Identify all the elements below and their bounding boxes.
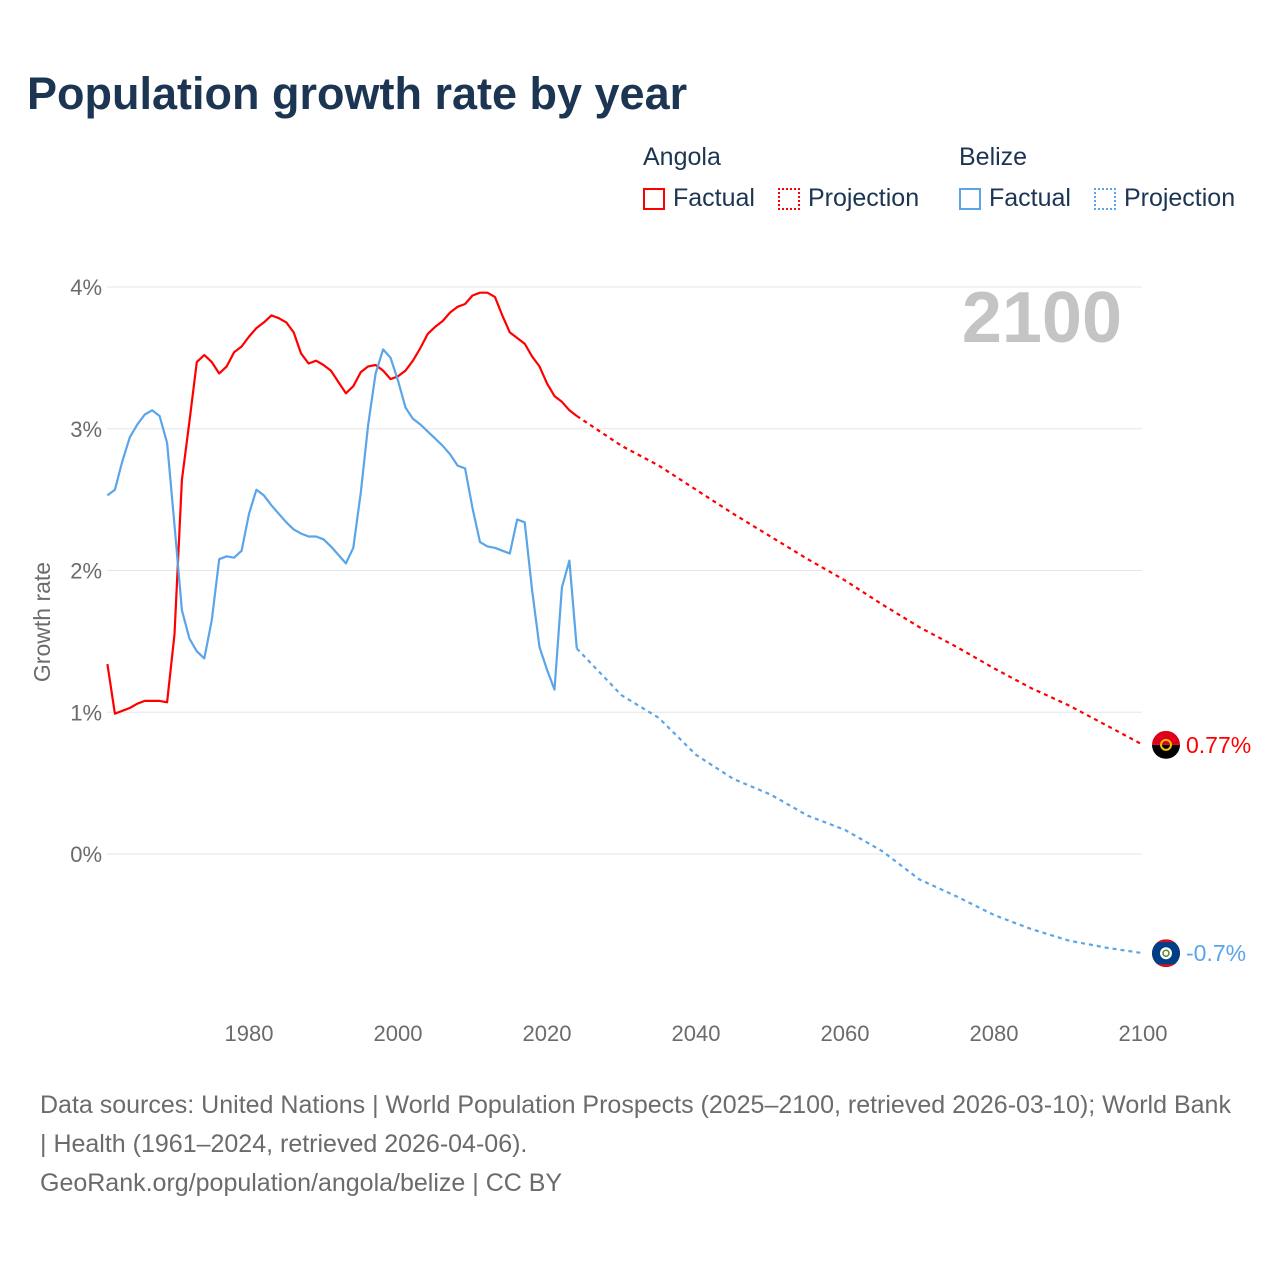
- legend-swatch-dotted: [1093, 187, 1116, 210]
- angola-flag-icon: [1152, 730, 1180, 759]
- legend-label: Factual: [989, 184, 1071, 212]
- angola-projection-line: [576, 415, 1144, 746]
- x-tick-label: 2100: [1119, 1021, 1168, 1046]
- flag-stripe-red: [1152, 730, 1180, 745]
- angola-factual-line: [106, 291, 578, 715]
- x-tick-label: 2000: [374, 1021, 423, 1046]
- page-title: Population growth rate by year: [27, 68, 688, 119]
- y-tick-label: 3%: [70, 417, 102, 442]
- y-tick-label: 0%: [70, 842, 102, 867]
- legend-angola: Angola Factual Projection: [643, 143, 935, 217]
- legend-label: Projection: [807, 184, 920, 212]
- end-value-label: -0.7%: [1186, 940, 1246, 966]
- legend-label: Projection: [1123, 184, 1236, 212]
- y-tick-label: 4%: [70, 275, 102, 300]
- legend-belize: Belize Factual Projection: [959, 143, 1251, 217]
- flag-emblem: [1160, 738, 1172, 751]
- legend-angola-projection[interactable]: Projection: [777, 184, 920, 213]
- y-tick-label: 1%: [70, 700, 102, 725]
- legend-swatch-dotted: [777, 187, 800, 210]
- legend-angola-factual[interactable]: Factual: [643, 184, 755, 213]
- year-indicator: 2100: [962, 278, 1122, 358]
- flag-disc: [1160, 947, 1172, 960]
- x-tick-label: 2020: [523, 1021, 572, 1046]
- footer: Data sources: United Nations | World Pop…: [40, 1086, 1240, 1203]
- x-tick-label: 2040: [672, 1021, 721, 1046]
- end-value-label: 0.77%: [1186, 732, 1251, 758]
- x-tick-label: 2080: [970, 1021, 1019, 1046]
- legend-belize-factual[interactable]: Factual: [959, 184, 1071, 213]
- legend-country-name: Belize: [959, 143, 1028, 171]
- legend-swatch-solid: [959, 187, 981, 210]
- legend-swatch-solid: [643, 187, 665, 210]
- flag-stripe-black: [1152, 744, 1180, 759]
- data-sources: Data sources: United Nations | World Pop…: [40, 1091, 1231, 1158]
- flag-body: [1152, 939, 1180, 968]
- flag-emblem: [1162, 949, 1170, 957]
- legend-belize-projection[interactable]: Projection: [1093, 184, 1236, 213]
- x-tick-label: 2060: [821, 1021, 870, 1046]
- belize-projection-line: [576, 647, 1144, 955]
- y-tick-label: 2%: [70, 559, 102, 584]
- credit-link[interactable]: GeoRank.org/population/angola/belize | C…: [40, 1169, 563, 1197]
- flag-body: [1152, 730, 1180, 759]
- legend-country-name: Angola: [643, 143, 721, 171]
- x-tick-label: 1980: [225, 1021, 274, 1046]
- belize-flag-icon: [1152, 939, 1180, 968]
- y-axis-label: Growth rate: [29, 562, 55, 682]
- legend-label: Factual: [673, 184, 755, 212]
- belize-factual-line: [106, 348, 578, 691]
